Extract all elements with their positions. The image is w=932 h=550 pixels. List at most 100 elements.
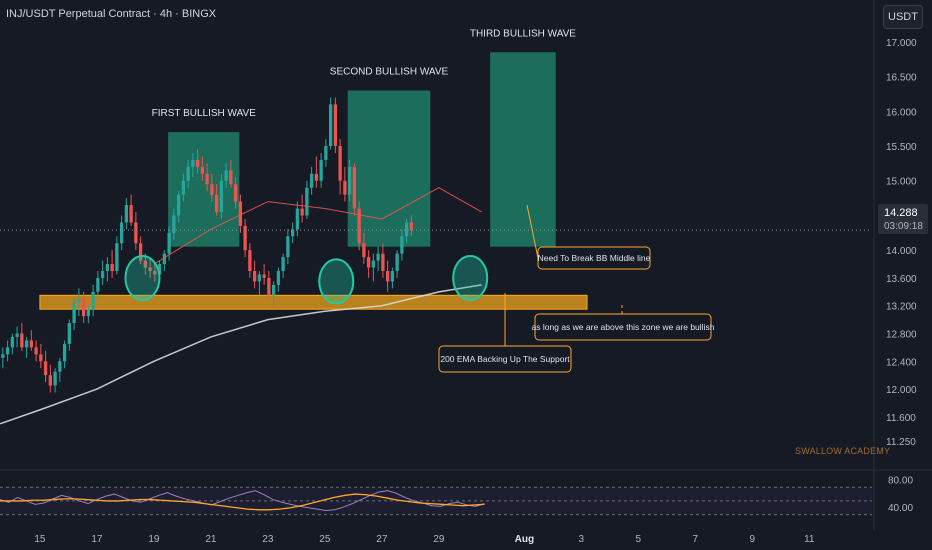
bar-countdown: 03:09:18: [884, 221, 923, 232]
rsi-tick-label: 40.00: [888, 503, 913, 514]
candle-body: [400, 236, 404, 254]
wave-box-1: [168, 132, 240, 247]
time-tick-label: 19: [148, 534, 160, 545]
price-tick-label: 12.400: [886, 357, 917, 368]
price-tick-label: 12.000: [886, 385, 917, 396]
time-tick-label: 21: [205, 534, 217, 545]
candlestick-series: [1, 97, 414, 393]
candle-body: [39, 354, 43, 362]
candle-body: [24, 340, 29, 348]
candle-body: [77, 298, 81, 303]
candle-body: [5, 347, 10, 355]
candle-body: [200, 166, 205, 174]
candle-body: [376, 253, 380, 261]
time-tick-label: 27: [376, 534, 388, 545]
candle-body: [229, 170, 233, 185]
price-tick-label: 11.250: [886, 437, 916, 448]
candle-body: [181, 180, 186, 195]
candle-body: [96, 277, 100, 292]
currency-button[interactable]: USDT: [883, 5, 923, 29]
time-tick-label: 15: [34, 534, 46, 545]
candle-body: [219, 180, 224, 212]
time-tick-label: 23: [262, 534, 274, 545]
candle-body: [409, 222, 414, 231]
candle-body: [15, 333, 19, 337]
time-tick-label: 7: [693, 534, 699, 545]
candle-body: [29, 340, 34, 348]
candle-body: [62, 343, 67, 362]
price-tick-label: 15.500: [886, 142, 917, 153]
time-tick-label: Aug: [515, 534, 534, 545]
price-tick-label: 13.600: [886, 274, 917, 285]
candle-body: [314, 173, 319, 181]
candle-body: [1, 354, 5, 358]
annotation-text: Need To Break BB Middle line: [538, 253, 651, 263]
chart-title: INJ/USDT Perpetual Contract · 4h · BINGX: [6, 8, 217, 20]
candle-body: [262, 274, 266, 278]
bb-middle-line: [153, 187, 482, 265]
last-price-tag: 14.288 03:09:18: [878, 204, 928, 234]
candle-body: [176, 194, 181, 216]
candle-body: [186, 166, 190, 181]
candle-body: [20, 333, 24, 348]
candle-body: [238, 201, 243, 226]
candle-body: [300, 208, 304, 216]
candle-body: [343, 180, 347, 195]
time-tick-label: 5: [636, 534, 642, 545]
time-tick-label: 25: [319, 534, 331, 545]
candle-body: [195, 159, 200, 167]
candle-body: [67, 323, 72, 344]
candle-body: [53, 371, 57, 386]
wave-label-2: SECOND BULLISH WAVE: [330, 66, 449, 77]
candle-body: [72, 302, 76, 324]
annotation-text: 200 EMA Backing Up The Support: [440, 354, 570, 364]
time-tick-label: 3: [579, 534, 585, 545]
time-tick-label: 17: [91, 534, 103, 545]
candle-body: [252, 271, 257, 282]
annotation-box: [534, 313, 712, 341]
candle-body: [172, 215, 176, 233]
price-tick-label: 13.200: [886, 302, 917, 313]
candle-body: [319, 159, 323, 181]
highlight-circle: [124, 254, 161, 301]
candle-body: [138, 243, 143, 261]
candle-body: [157, 264, 162, 275]
last-price-value: 14.288: [884, 207, 918, 219]
candle-body: [214, 194, 219, 212]
candle-body: [86, 309, 91, 317]
candle-body: [390, 271, 395, 282]
annotation-box: [537, 246, 651, 270]
candle-body: [162, 253, 167, 265]
highlight-circle: [318, 258, 355, 305]
candle-body: [271, 284, 276, 296]
candle-body: [328, 104, 333, 147]
wave-box-3: [490, 52, 556, 247]
candle-body: [248, 250, 252, 272]
candle-body: [357, 208, 361, 244]
ema200-line: [0, 284, 482, 425]
candle-body: [115, 243, 119, 272]
price-tick-label: 14.000: [886, 246, 917, 257]
candle-body: [10, 336, 15, 348]
wave-label-3: THIRD BULLISH WAVE: [470, 28, 576, 39]
candle-body: [143, 260, 148, 268]
candle-body: [371, 260, 376, 268]
candle-body: [205, 173, 209, 185]
candle-body: [281, 257, 285, 272]
highlight-circle: [452, 254, 489, 301]
candle-body: [243, 225, 247, 251]
candle-body: [81, 298, 86, 317]
candle-body: [105, 264, 110, 272]
rsi-ma-line: [0, 493, 485, 511]
candle-body: [110, 264, 114, 272]
annotation-box: [438, 345, 572, 373]
candle-body: [58, 361, 62, 372]
candle-body: [352, 166, 357, 209]
price-tick-label: 15.000: [886, 177, 917, 188]
candle-body: [381, 253, 385, 272]
candle-body: [290, 229, 295, 237]
time-tick-label: 9: [750, 534, 756, 545]
candle-body: [43, 361, 48, 376]
candle-body: [100, 271, 105, 278]
